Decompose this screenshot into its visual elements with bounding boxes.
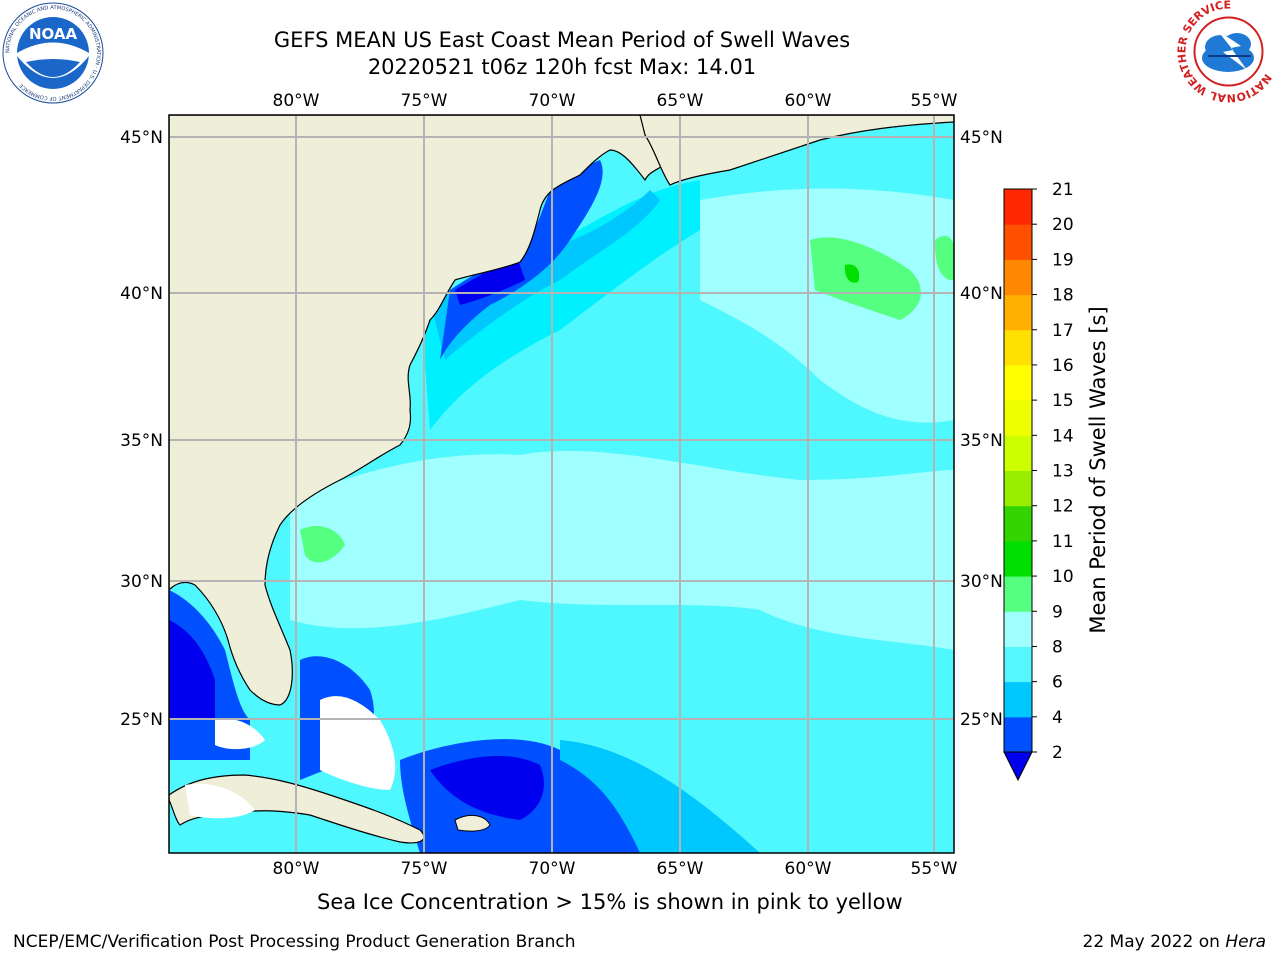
footer-date: 22 May 2022 on Hera — [1083, 932, 1267, 952]
lon-tick-bottom: 65°W — [657, 859, 704, 879]
lon-tick-bottom: 55°W — [911, 859, 958, 879]
land-hispaniola — [454, 814, 491, 832]
swell-band-under2-caribbean — [430, 755, 544, 820]
lon-tick-top: 65°W — [657, 91, 704, 111]
lat-tick-left: 25°N — [120, 710, 163, 730]
colorbar-tick-label: 6 — [1052, 673, 1063, 693]
lat-tick-left: 40°N — [120, 284, 163, 304]
colorbar-tick-label: 17 — [1052, 321, 1074, 341]
nws-logo: NATIONAL WEATHER SERVICE — [1177, 0, 1279, 103]
footer-organization: NCEP/EMC/Verification Post Processing Pr… — [13, 932, 576, 952]
footer-date-text: 22 May 2022 on — [1082, 932, 1226, 952]
swell-band-6-8s — [420, 180, 700, 430]
lon-ticks-top: 80°W 75°W 70°W 65°W 60°W 55°W — [273, 91, 958, 111]
colorbar-segment — [1004, 364, 1032, 401]
colorbar-tick-label: 20 — [1052, 215, 1074, 235]
lon-tick-top: 75°W — [401, 91, 448, 111]
land-nova-scotia — [639, 115, 954, 186]
colorbar-segment — [1004, 224, 1032, 260]
swell-band-9-10s-patch2 — [300, 525, 345, 563]
colorbar-tick-label: 2 — [1052, 743, 1063, 763]
colorbar-tick-label: 8 — [1052, 637, 1063, 657]
swell-band-4-6s-north — [430, 190, 660, 360]
noaa-logo: NOAA NATIONAL OCEANIC AND ATMOSPHERIC AD… — [2, 2, 104, 104]
sea-ice-caption: Sea Ice Concentration > 15% is shown in … — [317, 890, 903, 914]
colorbar-tick-label: 10 — [1052, 567, 1074, 587]
lon-tick-top: 70°W — [529, 91, 576, 111]
lat-tick-left: 45°N — [120, 128, 163, 148]
lat-ticks-left: 45°N 40°N 35°N 30°N 25°N — [120, 128, 163, 730]
colorbar-segment — [1004, 576, 1032, 612]
swell-band-8-9s-north — [700, 188, 954, 423]
colorbar-tick-label: 18 — [1052, 286, 1074, 306]
swell-band-9-10s-patch3 — [934, 235, 954, 281]
colorbar-segment — [1004, 646, 1032, 683]
map-grid — [169, 115, 954, 853]
colorbar-tick-label: 14 — [1052, 426, 1074, 446]
chart-subtitle: 20220521 t06z 120h fcst Max: 14.01 — [367, 55, 757, 79]
colorbar-segment — [1004, 681, 1032, 718]
colorbar-segment — [1004, 189, 1032, 225]
colorbar-segment — [1004, 470, 1032, 507]
colorbar-segment — [1004, 259, 1032, 296]
colorbar-segment — [1004, 329, 1032, 366]
swell-band-10-11s-patch1 — [844, 264, 860, 283]
lon-tick-top: 80°W — [273, 91, 320, 111]
chart-title: GEFS MEAN US East Coast Mean Period of S… — [273, 28, 851, 52]
lon-tick-bottom: 75°W — [401, 859, 448, 879]
colorbar-tick-label: 16 — [1052, 356, 1074, 376]
colorbar-segment — [1004, 435, 1032, 471]
lat-tick-left: 35°N — [120, 431, 163, 451]
colorbar-segment — [1004, 540, 1032, 577]
colorbar-label: Mean Period of Swell Waves [s] — [1086, 306, 1110, 634]
colorbar-segment — [1004, 505, 1032, 542]
lon-ticks-bottom: 80°W 75°W 70°W 65°W 60°W 55°W — [273, 859, 958, 879]
colorbar-tick-label: 4 — [1052, 708, 1063, 728]
land-us-east — [169, 115, 671, 706]
lat-tick-left: 30°N — [120, 572, 163, 592]
colorbar-segment — [1004, 400, 1032, 436]
colorbar-tick-label: 15 — [1052, 391, 1074, 411]
colorbar-segment — [1004, 294, 1032, 331]
lon-tick-bottom: 70°W — [529, 859, 576, 879]
colorbar-under-extension — [1003, 751, 1033, 782]
masked-area-florida-keys — [215, 718, 265, 750]
colorbar: 2 4 6 8 9 10 11 12 13 14 15 16 17 18 19 20 21 — [1003, 180, 1074, 782]
colorbar-segment — [1004, 716, 1032, 753]
map-frame — [168, 114, 955, 854]
colorbar-tick-label: 13 — [1052, 462, 1074, 482]
colorbar-tick-label: 12 — [1052, 497, 1074, 517]
colorbar-tick-label: 19 — [1052, 250, 1074, 270]
colorbar-segment — [1004, 611, 1032, 647]
swell-band-4-6s-caribbean — [560, 740, 760, 853]
lat-tick-right: 30°N — [960, 572, 1003, 592]
lat-tick-right: 40°N — [960, 284, 1003, 304]
masked-area-cuba-south — [185, 783, 255, 819]
lon-tick-bottom: 60°W — [785, 859, 832, 879]
lon-tick-bottom: 80°W — [273, 859, 320, 879]
colorbar-tick-label: 21 — [1052, 180, 1074, 200]
lon-tick-top: 55°W — [911, 91, 958, 111]
footer-machine: Hera — [1225, 932, 1266, 952]
noaa-wordmark: NOAA — [29, 25, 78, 43]
swell-band-9-10s-patch1 — [810, 237, 921, 320]
lat-tick-right: 45°N — [960, 128, 1003, 148]
swell-band-under2-gulf — [169, 620, 215, 720]
colorbar-tick-label: 11 — [1052, 532, 1074, 552]
lon-tick-top: 60°W — [785, 91, 832, 111]
colorbar-tick-label: 9 — [1052, 602, 1063, 622]
lat-tick-right: 25°N — [960, 710, 1003, 730]
lat-tick-right: 35°N — [960, 431, 1003, 451]
lat-ticks-right: 45°N 40°N 35°N 30°N 25°N — [960, 128, 1003, 730]
swell-band-8-9s — [290, 450, 954, 650]
